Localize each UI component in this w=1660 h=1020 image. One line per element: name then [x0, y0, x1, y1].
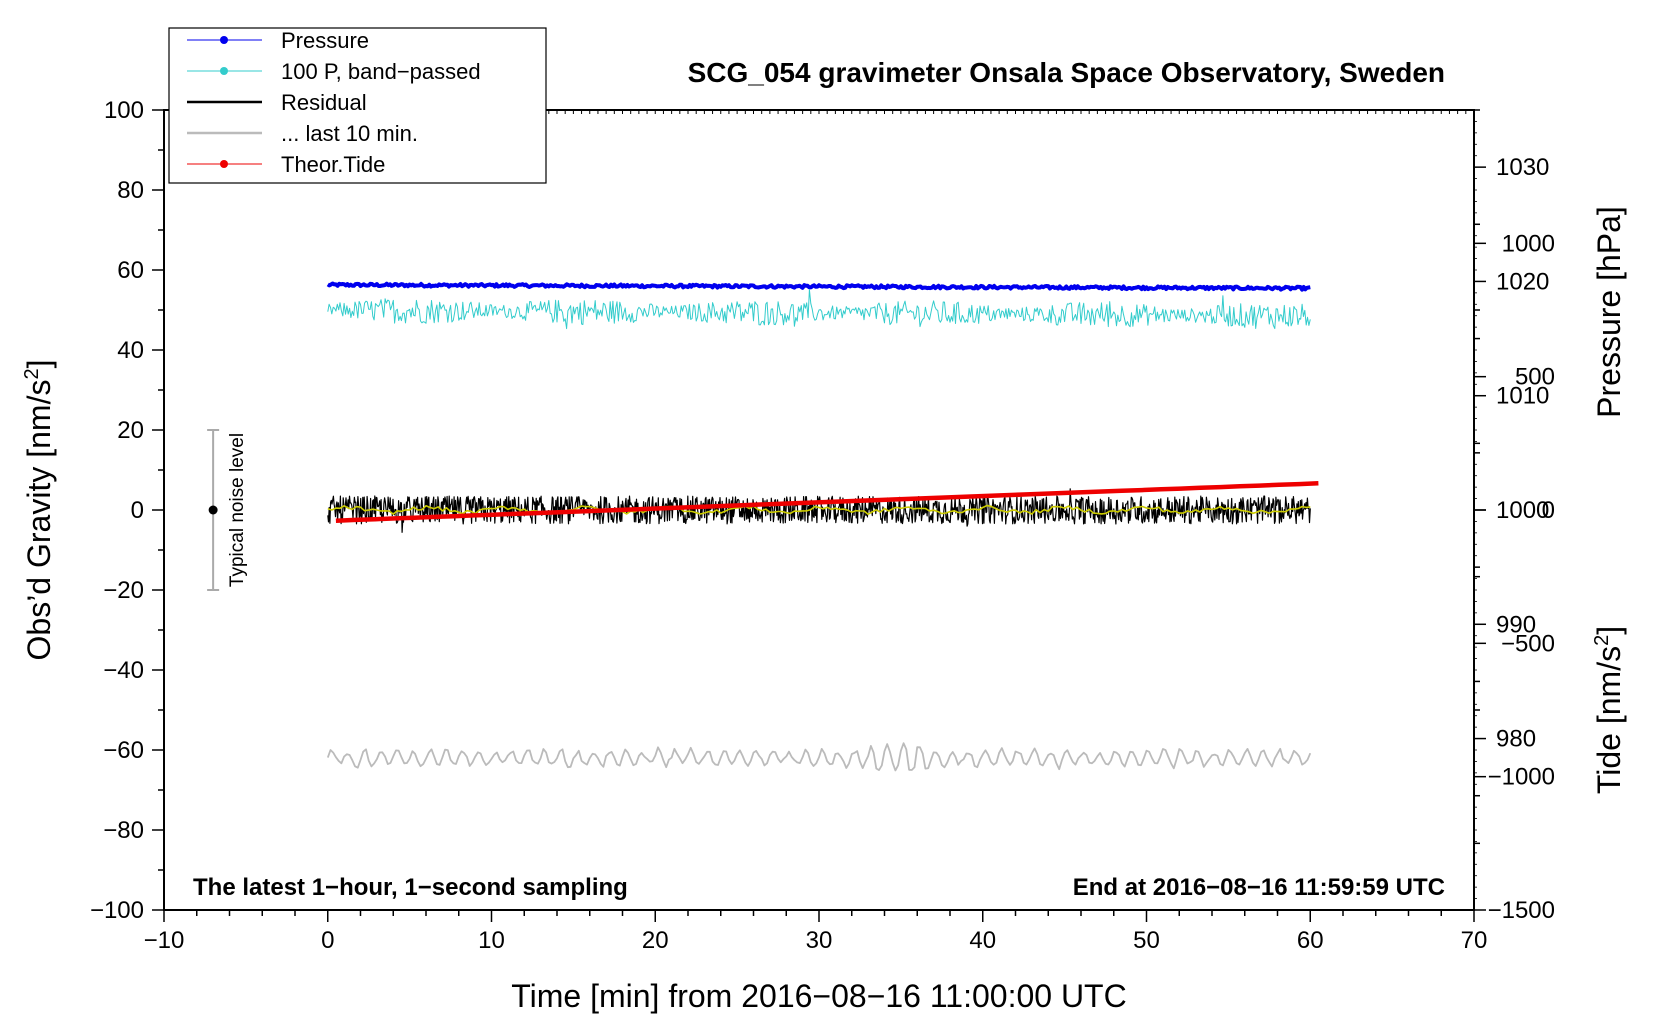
tide-tick-label: −1000 [1488, 764, 1555, 791]
pressure-tick-label: 980 [1496, 726, 1536, 753]
y-axis-gravity: −100 −80 −60 −40 −20 0 20 40 60 80 100 [90, 97, 164, 924]
legend-label: Residual [281, 90, 367, 115]
series-layer [326, 281, 1319, 772]
series-residual-smoothed [327, 504, 1311, 516]
tide-tick-label: 1000 [1502, 230, 1555, 257]
series-last-10-min [326, 742, 1312, 772]
y-axis-title-gravity-sup: 2 [21, 368, 43, 379]
pressure-tick-label: 1010 [1496, 383, 1549, 410]
y-axis-title-pressure: Pressure [hPa] [1591, 206, 1627, 418]
y-axis-title-gravity: Obs’d Gravity [nm/s2] [21, 360, 57, 661]
series-theor-tide [335, 481, 1319, 523]
y-tick-label: −100 [90, 897, 144, 924]
pressure-tick-label: 990 [1496, 611, 1536, 638]
legend-marker [220, 160, 228, 168]
pressure-tick-label: 1020 [1496, 268, 1549, 295]
chart-title: SCG_054 gravimeter Onsala Space Observat… [688, 57, 1445, 88]
y-tick-label: 0 [131, 497, 144, 524]
legend: Pressure 100 P, band−passed Residual ... la… [168, 27, 547, 184]
y-tick-label: 40 [117, 337, 144, 364]
x-tick-label: 10 [478, 927, 505, 954]
x-tick-label: 70 [1461, 927, 1488, 954]
legend-label: Theor.Tide [281, 152, 385, 177]
y-axis-title-gravity-end: ] [21, 360, 57, 369]
noise-bar: Typical noise level [207, 429, 248, 591]
y-tick-label: −40 [103, 657, 144, 684]
series-pressure [326, 281, 1311, 292]
legend-marker [220, 36, 228, 44]
annotation-end-time: End at 2016−08−16 11:59:59 UTC [1073, 874, 1445, 901]
y-axis-title-tide-text: Tide [nm/s [1591, 646, 1627, 794]
pressure-tick-label: 1000 [1496, 497, 1549, 524]
annotation-sampling: The latest 1−hour, 1−second sampling [193, 874, 628, 901]
x-tick-label: 20 [642, 927, 669, 954]
y-axis-title-tide: Tide [nm/s2] [1591, 626, 1627, 794]
noise-bar-center [208, 505, 218, 515]
x-tick-label: 0 [321, 927, 334, 954]
legend-marker [220, 67, 228, 75]
y-tick-label: 20 [117, 417, 144, 444]
y-axis-pressure: 980 990 1000 1010 1020 1030 [1474, 109, 1549, 899]
x-axis-title: Time [min] from 2016−08−16 11:00:00 UTC [511, 978, 1126, 1014]
y-tick-label: −20 [103, 577, 144, 604]
legend-label: Pressure [281, 28, 369, 53]
pressure-tick-label: 1030 [1496, 154, 1549, 181]
x-tick-label: 30 [806, 927, 833, 954]
y-tick-label: 100 [104, 97, 144, 124]
y-axis-title-gravity-text: Obs’d Gravity [nm/s [21, 380, 57, 661]
y-axis-title-tide-end: ] [1591, 626, 1627, 635]
y-tick-label: 80 [117, 177, 144, 204]
y-tick-label: −80 [103, 817, 144, 844]
x-tick-label: 50 [1133, 927, 1160, 954]
x-tick-label: −10 [144, 927, 185, 954]
noise-bar-label: Typical noise level [227, 433, 248, 587]
tide-tick-label: −1500 [1488, 897, 1555, 924]
legend-box [168, 27, 547, 184]
x-tick-label: 40 [969, 927, 996, 954]
legend-label: ... last 10 min. [281, 121, 418, 146]
y-axis-tide: −1500 −1000 −500 0 500 1000 [1474, 230, 1555, 924]
y-tick-label: −60 [103, 737, 144, 764]
legend-label: 100 P, band−passed [281, 59, 481, 84]
x-tick-label: 60 [1297, 927, 1324, 954]
x-axis: −10 0 10 20 30 40 50 60 70 [144, 110, 1488, 954]
tide-tick-label: 500 [1515, 364, 1555, 391]
tide-tick-label: 0 [1542, 497, 1555, 524]
y-tick-label: 60 [117, 257, 144, 284]
y-axis-title-tide-sup: 2 [1591, 635, 1613, 646]
series-pressure-bandpassed [327, 289, 1311, 330]
tide-tick-label: −500 [1501, 630, 1555, 657]
